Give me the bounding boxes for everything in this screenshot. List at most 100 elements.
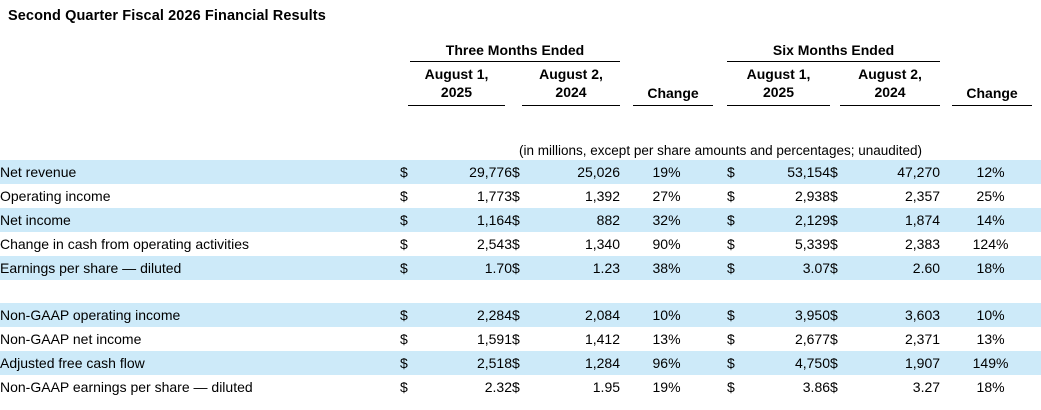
dollar-sign: $ xyxy=(400,188,408,204)
value-q2-fy26: 1.70 xyxy=(422,256,512,280)
dollar-sign: $ xyxy=(400,303,422,327)
spacer-row xyxy=(0,280,1041,303)
value-h1-fy25: 47,270 xyxy=(852,160,941,184)
dollar-sign: $ xyxy=(727,256,750,280)
table-row-non-gaap-eps-diluted: Non-GAAP earnings per share — diluted $ … xyxy=(0,375,1041,399)
value-q2-change: 90% xyxy=(652,236,681,252)
dollar-sign: $ xyxy=(727,236,735,252)
dollar-sign: $ xyxy=(830,256,853,280)
dollar-sign: $ xyxy=(400,331,408,347)
dollar-sign: $ xyxy=(400,208,422,232)
value-q2-fy25: 882 xyxy=(534,208,621,232)
value-h1-fy25: 2,371 xyxy=(905,331,941,347)
dollar-sign: $ xyxy=(727,188,735,204)
row-label: Non-GAAP net income xyxy=(0,331,142,347)
group-header-label: Three Months Ended xyxy=(410,42,621,62)
value-q2-change: 19% xyxy=(652,379,681,395)
value-q2-fy26: 29,776 xyxy=(422,160,512,184)
row-label: Change in cash from operating activities xyxy=(0,236,250,252)
dollar-sign: $ xyxy=(830,188,838,204)
table-row-non-gaap-operating-income: Non-GAAP operating income $ 2,284 $ 2,08… xyxy=(0,303,1041,327)
page-title: Second Quarter Fiscal 2026 Financial Res… xyxy=(8,8,326,24)
value-h1-fy25: 2,383 xyxy=(905,236,941,252)
col-header-h1-change: Change xyxy=(940,62,1041,106)
dollar-sign: $ xyxy=(727,160,750,184)
column-header-row: August 1, 2025 August 2, 2024 Change Aug… xyxy=(0,62,1041,106)
value-q2-fy26: 2,518 xyxy=(422,351,512,375)
dollar-sign: $ xyxy=(830,331,838,347)
dollar-sign: $ xyxy=(727,351,750,375)
value-q2-fy25: 1,412 xyxy=(584,331,621,347)
row-label: Non-GAAP earnings per share — diluted xyxy=(0,379,253,395)
value-h1-fy26: 3,950 xyxy=(749,303,831,327)
dollar-sign: $ xyxy=(727,303,750,327)
dollar-sign: $ xyxy=(830,303,853,327)
value-q2-change: 96% xyxy=(620,351,714,375)
dollar-sign: $ xyxy=(727,331,735,347)
dollar-sign: $ xyxy=(830,208,853,232)
value-h1-change: 14% xyxy=(940,208,1041,232)
row-label: Net income xyxy=(0,208,400,232)
value-h1-fy25: 2,357 xyxy=(905,188,941,204)
value-h1-change: 12% xyxy=(940,160,1041,184)
col-header-h1-fy25: August 2, 2024 xyxy=(830,62,941,106)
value-h1-fy26: 2,938 xyxy=(794,188,831,204)
value-h1-change: 18% xyxy=(940,256,1041,280)
value-q2-change: 10% xyxy=(620,303,714,327)
value-q2-fy26: 2.32 xyxy=(484,379,512,395)
value-h1-change: 25% xyxy=(976,188,1005,204)
date-line-2: 2025 xyxy=(762,84,795,100)
units-note: (in millions, except per share amounts a… xyxy=(519,143,923,158)
value-h1-change: 10% xyxy=(940,303,1041,327)
dollar-sign: $ xyxy=(512,303,534,327)
date-line-1: August 1, xyxy=(746,66,811,82)
col-header-q2-fy25: August 2, 2024 xyxy=(512,62,621,106)
dollar-sign: $ xyxy=(512,236,520,252)
dollar-sign: $ xyxy=(830,351,853,375)
date-line-2: 2024 xyxy=(555,84,587,100)
table-row-net-income: Net income $ 1,164 $ 882 32% $ 2,129 $ 1… xyxy=(0,208,1041,232)
change-header-label: Change xyxy=(952,85,1033,106)
value-q2-fy25: 2,084 xyxy=(534,303,621,327)
value-h1-fy25: 1,874 xyxy=(852,208,941,232)
date-line-1: August 2, xyxy=(539,66,603,82)
change-header-label: Change xyxy=(633,85,714,106)
dollar-sign: $ xyxy=(830,236,838,252)
value-q2-fy25: 1,340 xyxy=(584,236,621,252)
date-line-2: 2025 xyxy=(440,84,473,100)
value-q2-fy26: 1,773 xyxy=(476,188,512,204)
value-q2-fy25: 1,392 xyxy=(584,188,621,204)
value-h1-fy25: 1,907 xyxy=(852,351,941,375)
dollar-sign: $ xyxy=(400,236,408,252)
dollar-sign: $ xyxy=(830,379,838,395)
value-q2-fy25: 1.23 xyxy=(534,256,621,280)
dollar-sign: $ xyxy=(830,160,853,184)
value-h1-fy26: 5,339 xyxy=(794,236,831,252)
group-header-label: Six Months Ended xyxy=(727,42,941,62)
value-h1-fy26: 2,129 xyxy=(749,208,831,232)
row-label: Non-GAAP operating income xyxy=(0,303,400,327)
dollar-sign: $ xyxy=(512,208,534,232)
value-h1-fy26: 53,154 xyxy=(749,160,831,184)
value-h1-fy25: 3.27 xyxy=(912,379,941,395)
dollar-sign: $ xyxy=(400,379,408,395)
value-q2-change: 19% xyxy=(620,160,714,184)
row-label: Net revenue xyxy=(0,160,400,184)
value-h1-change: 124% xyxy=(972,236,1009,252)
dollar-sign: $ xyxy=(727,379,735,395)
value-q2-fy26: 1,164 xyxy=(422,208,512,232)
value-q2-fy26: 2,284 xyxy=(422,303,512,327)
value-q2-fy26: 2,543 xyxy=(476,236,512,252)
col-header-q2-change: Change xyxy=(620,62,714,106)
table-row-eps-diluted: Earnings per share — diluted $ 1.70 $ 1.… xyxy=(0,256,1041,280)
date-line-2: 2024 xyxy=(874,84,906,100)
date-line-1: August 2, xyxy=(858,66,922,82)
value-h1-fy25: 3,603 xyxy=(852,303,941,327)
value-q2-change: 32% xyxy=(620,208,714,232)
value-q2-fy26: 1,591 xyxy=(476,331,512,347)
value-q2-change: 27% xyxy=(652,188,681,204)
six-months-group-header: Six Months Ended xyxy=(727,38,941,62)
dollar-sign: $ xyxy=(400,256,422,280)
date-line-1: August 1, xyxy=(424,66,489,82)
dollar-sign: $ xyxy=(512,160,534,184)
